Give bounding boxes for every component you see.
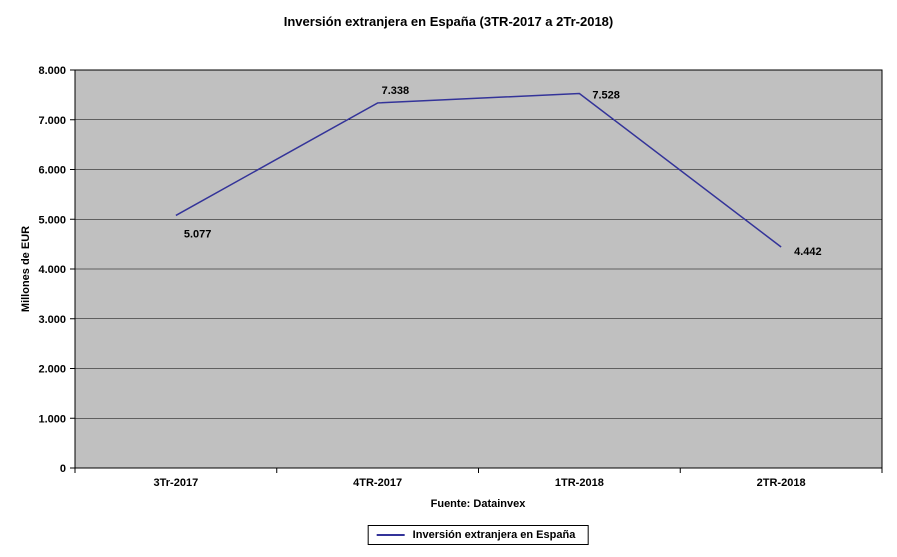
- y-tick-label: 3.000: [38, 314, 66, 326]
- chart-title: Inversión extranjera en España (3TR-2017…: [283, 14, 614, 29]
- x-tick-label: 1TR-2018: [555, 477, 604, 489]
- data-label: 5.077: [184, 228, 212, 240]
- data-label: 7.528: [592, 89, 620, 101]
- y-tick-label: 2.000: [38, 364, 66, 376]
- x-tick-label: 3Tr-2017: [154, 477, 199, 489]
- x-axis-title: Fuente: Datainvex: [430, 498, 526, 510]
- y-tick-label: 7.000: [38, 115, 66, 127]
- data-label: 7.338: [382, 85, 410, 97]
- legend-line-marker: [376, 534, 405, 536]
- data-label: 4.442: [794, 246, 822, 258]
- legend-label: Inversión extranjera en España: [412, 529, 576, 541]
- y-tick-label: 1.000: [38, 413, 66, 425]
- y-tick-label: 6.000: [38, 165, 66, 177]
- y-tick-label: 8.000: [38, 65, 66, 77]
- y-tick-label: 0: [60, 463, 66, 475]
- y-tick-label: 4.000: [38, 264, 66, 276]
- x-tick-label: 4TR-2017: [353, 477, 402, 489]
- x-tick-label: 2TR-2018: [757, 477, 806, 489]
- series-line: [175, 92, 782, 248]
- legend: Inversión extranjera en España: [367, 525, 589, 545]
- y-tick-label: 5.000: [38, 214, 66, 226]
